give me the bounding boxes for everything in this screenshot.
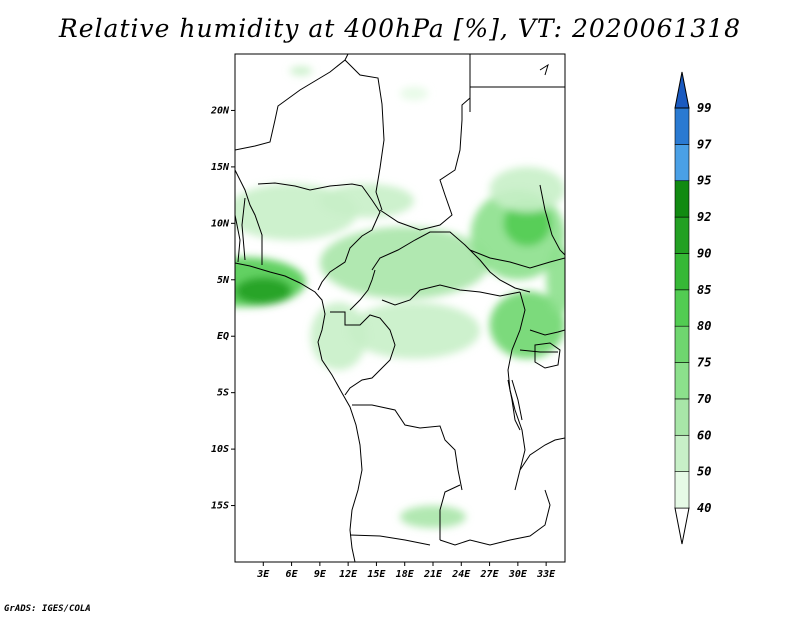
lon-tick-label: 15E — [367, 569, 386, 580]
colorbar-segment — [674, 325, 690, 363]
colorbar-segment — [674, 253, 690, 291]
humidity-region-gulf-of-guinea-core — [235, 277, 292, 305]
border-uganda-kenya — [529, 329, 565, 336]
humidity-region-gabon-coast — [310, 302, 368, 371]
lon-tick-label: 18E — [396, 569, 415, 580]
colorbar-segment — [674, 289, 690, 327]
coastline — [235, 262, 363, 562]
border-car-north — [371, 231, 531, 293]
humidity-region-east-africa-uganda — [489, 291, 565, 359]
latitude-axis: 20N 15N 10N 5N EQ 5S 10S 15S — [210, 105, 235, 512]
border-mali-niger — [235, 54, 349, 151]
lon-tick-label: 12E — [339, 569, 358, 580]
lon-tick-label: 33E — [536, 569, 556, 580]
plot-frame — [234, 53, 566, 563]
colorbar-segment — [674, 434, 690, 472]
border-angola-south — [349, 534, 431, 546]
lat-tick-label: 20N — [210, 105, 230, 116]
border-car-south — [381, 284, 521, 306]
colorbar-label: 80 — [697, 319, 711, 333]
lat-tick-label: 15N — [211, 162, 230, 173]
country-borders — [235, 54, 565, 562]
border-uganda — [519, 349, 558, 353]
humidity-region-sahara-north — [289, 66, 313, 76]
lon-tick-label: 30E — [508, 569, 528, 580]
colorbar-label: 75 — [697, 356, 711, 370]
humidity-region-zambia-south — [400, 505, 466, 529]
border-nigeria-cameroon — [317, 185, 381, 291]
border-congo-gabon — [330, 311, 396, 396]
border-niger-libya — [344, 59, 385, 211]
colorbar-label: 50 — [697, 465, 711, 479]
humidity-region-ethiopia-edge — [546, 245, 565, 314]
nile-east — [539, 184, 565, 256]
humidity-region-chad-band — [319, 183, 415, 218]
colorbar-top-arrow — [674, 71, 690, 109]
border-chad-sudan — [379, 97, 471, 231]
colorbar-label: 70 — [697, 392, 711, 406]
humidity-region-sudan-north — [489, 166, 565, 213]
colorbar-bottom-arrow — [674, 507, 690, 545]
colorbar-segment — [674, 107, 690, 145]
red-sea-fleck — [539, 63, 549, 76]
colorbar-segment — [674, 144, 690, 182]
lon-tick-label: 9E — [314, 569, 327, 580]
colorbar-label: 90 — [697, 246, 711, 260]
map-title: Relative humidity at 400hPa [%], VT: 202… — [58, 14, 742, 43]
border-zambia — [439, 489, 551, 546]
border-west-1 — [235, 169, 263, 265]
colorbar-segment — [674, 180, 690, 218]
border-angola-east — [439, 484, 461, 540]
colorbar-label: 97 — [697, 137, 712, 151]
border-cameroon-car — [349, 269, 376, 311]
border-south-sudan — [469, 249, 565, 269]
lat-tick-label: 5S — [217, 388, 229, 399]
lat-tick-label: 10S — [211, 444, 229, 455]
lon-tick-label: 24E — [451, 569, 471, 580]
humidity-field — [235, 66, 565, 529]
longitude-axis: 3E 6E 9E 12E 15E 18E 21E 24E 27E 30E 33E — [256, 562, 556, 580]
colorbar-segment — [674, 471, 690, 509]
lat-tick-label: 10N — [211, 218, 230, 229]
lon-tick-label: 27E — [480, 569, 500, 580]
colorbar-segment — [674, 216, 690, 254]
border-tanzania — [519, 437, 565, 471]
colorbar-segment — [674, 362, 690, 400]
colorbar-label: 60 — [697, 428, 711, 442]
humidity-region-libya-fleck — [400, 86, 429, 101]
lake-victoria — [534, 342, 561, 369]
humidity-region-south-sudan-core — [503, 200, 551, 246]
colorbar-label: 92 — [697, 210, 711, 224]
colorbar-label: 99 — [697, 101, 711, 115]
lake-tanganyika — [507, 379, 523, 431]
lon-tick-label: 21E — [423, 569, 443, 580]
lat-tick-label: 15S — [211, 501, 229, 512]
border-west-3 — [235, 214, 241, 263]
colorbar-label: 40 — [697, 501, 711, 515]
lat-tick-label: EQ — [217, 331, 229, 342]
colorbar-label: 85 — [697, 283, 711, 297]
colorbar-label: 95 — [697, 174, 711, 188]
humidity-region-central-african-belt — [319, 226, 490, 299]
border-niger-nigeria — [257, 182, 363, 191]
grads-credit: GrADS: IGES/COLA — [4, 604, 91, 614]
colorbar: 40 50 60 70 75 80 85 90 92 95 97 99 — [674, 71, 712, 545]
humidity-region-congo-basin — [348, 302, 481, 359]
border-west-2 — [241, 197, 246, 261]
lat-tick-label: 5N — [217, 275, 230, 286]
colorbar-segment — [674, 398, 690, 436]
border-angola-north — [352, 404, 463, 491]
lon-tick-label: 6E — [286, 569, 299, 580]
lon-tick-label: 3E — [256, 569, 270, 580]
